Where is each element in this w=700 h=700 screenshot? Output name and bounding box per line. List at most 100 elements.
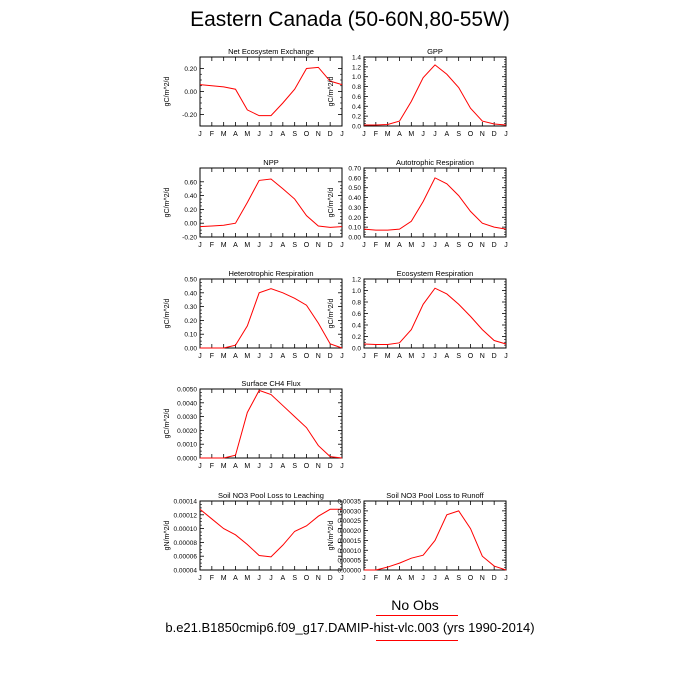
plot-frame xyxy=(363,278,507,349)
x-tick-label: S xyxy=(456,242,461,249)
y-tick-label: 0.30 xyxy=(184,304,197,311)
y-axis-label: gN/m^2/d xyxy=(328,521,335,551)
y-tick-label: 0.4 xyxy=(352,104,361,111)
x-tick-label: J xyxy=(504,131,508,138)
x-tick-label: D xyxy=(492,353,497,360)
legend-label: No Obs xyxy=(391,597,439,613)
x-tick-label: O xyxy=(304,131,310,138)
x-tick-label: M xyxy=(408,575,414,582)
x-tick-label: M xyxy=(221,131,227,138)
y-tick-label: 0.20 xyxy=(184,318,197,325)
x-tick-label: J xyxy=(421,242,425,249)
y-tick-label: 0.10 xyxy=(348,225,361,232)
x-tick-label: J xyxy=(421,353,425,360)
y-tick-label: 0.00012 xyxy=(174,512,198,519)
x-tick-label: N xyxy=(316,242,321,249)
x-tick-label: M xyxy=(385,242,391,249)
x-tick-label: M xyxy=(221,242,227,249)
x-tick-label: S xyxy=(292,463,297,470)
y-tick-label: 0.00000 xyxy=(338,568,362,575)
page-title: Eastern Canada (50-60N,80-55W) xyxy=(190,8,510,31)
x-tick-label: J xyxy=(433,575,437,582)
x-tick-label: J xyxy=(257,353,261,360)
x-tick-label: N xyxy=(480,575,485,582)
y-tick-label: -0.20 xyxy=(182,235,197,242)
x-tick-label: A xyxy=(233,131,238,138)
x-tick-label: M xyxy=(221,353,227,360)
y-tick-label: 0.0000 xyxy=(177,456,197,463)
y-tick-label: 0.6 xyxy=(352,94,361,101)
x-tick-label: D xyxy=(328,353,333,360)
x-tick-label: J xyxy=(257,463,261,470)
series-line xyxy=(363,287,507,346)
y-tick-label: 0.40 xyxy=(184,193,197,200)
x-tick-label: J xyxy=(340,463,344,470)
x-tick-label: O xyxy=(468,353,474,360)
panel-title: Soil NO3 Pool Loss to Leaching xyxy=(218,491,324,500)
x-tick-label: J xyxy=(269,353,273,360)
x-tick-label: J xyxy=(269,242,273,249)
x-tick-label: A xyxy=(233,242,238,249)
y-tick-label: 0.30 xyxy=(348,205,361,212)
x-tick-label: J xyxy=(362,353,366,360)
y-tick-label: 0.8 xyxy=(352,84,361,91)
x-tick-label: F xyxy=(374,353,378,360)
x-tick-label: J xyxy=(362,575,366,582)
x-tick-label: M xyxy=(408,242,414,249)
y-tick-label: 0.00014 xyxy=(174,499,198,506)
legend-line-top xyxy=(376,615,458,616)
x-tick-label: D xyxy=(328,575,333,582)
y-tick-label: 0.8 xyxy=(352,300,361,307)
x-tick-label: O xyxy=(304,463,310,470)
x-tick-label: J xyxy=(362,242,366,249)
y-tick-label: 0.40 xyxy=(348,195,361,202)
x-tick-label: M xyxy=(244,463,250,470)
x-tick-label: J xyxy=(257,131,261,138)
y-axis-label: gC/m^2/d xyxy=(328,77,335,107)
y-tick-label: 0.00 xyxy=(348,235,361,242)
x-tick-label: N xyxy=(480,242,485,249)
panel-title: Autotrophic Respiration xyxy=(396,158,474,167)
x-tick-label: A xyxy=(397,242,402,249)
x-tick-label: F xyxy=(210,242,214,249)
x-tick-label: D xyxy=(328,131,333,138)
x-tick-label: A xyxy=(280,131,285,138)
plot-frame xyxy=(363,500,507,571)
x-tick-label: N xyxy=(480,131,485,138)
x-tick-label: A xyxy=(280,463,285,470)
series-line xyxy=(200,389,343,459)
x-tick-label: F xyxy=(210,575,214,582)
x-tick-label: A xyxy=(280,353,285,360)
x-tick-label: M xyxy=(244,242,250,249)
x-tick-label: D xyxy=(492,575,497,582)
x-tick-label: J xyxy=(269,575,273,582)
x-tick-label: J xyxy=(504,353,508,360)
y-tick-label: 1.2 xyxy=(352,64,361,71)
y-tick-label: 0.0010 xyxy=(177,442,197,449)
x-tick-label: F xyxy=(374,131,378,138)
y-tick-label: 0.00004 xyxy=(174,568,198,575)
y-tick-label: 0.00005 xyxy=(338,558,362,565)
x-tick-label: N xyxy=(316,353,321,360)
panel-title: GPP xyxy=(427,47,443,56)
y-axis-label: gC/m^2/d xyxy=(328,188,335,218)
x-tick-label: F xyxy=(374,242,378,249)
y-tick-label: 0.00 xyxy=(184,89,197,96)
x-tick-label: S xyxy=(292,575,297,582)
x-tick-label: J xyxy=(269,131,273,138)
y-tick-label: 1.0 xyxy=(352,74,361,81)
x-tick-label: O xyxy=(304,242,310,249)
plot-frame xyxy=(199,500,343,571)
x-tick-label: M xyxy=(408,131,414,138)
x-tick-label: J xyxy=(269,463,273,470)
y-tick-label: 0.00025 xyxy=(338,518,362,525)
x-tick-label: F xyxy=(210,131,214,138)
x-tick-label: S xyxy=(456,131,461,138)
x-tick-label: J xyxy=(198,131,202,138)
x-tick-label: O xyxy=(468,131,474,138)
x-tick-label: J xyxy=(433,131,437,138)
x-tick-label: A xyxy=(444,242,449,249)
x-tick-label: A xyxy=(280,575,285,582)
series-line xyxy=(200,288,343,349)
x-tick-label: A xyxy=(397,353,402,360)
